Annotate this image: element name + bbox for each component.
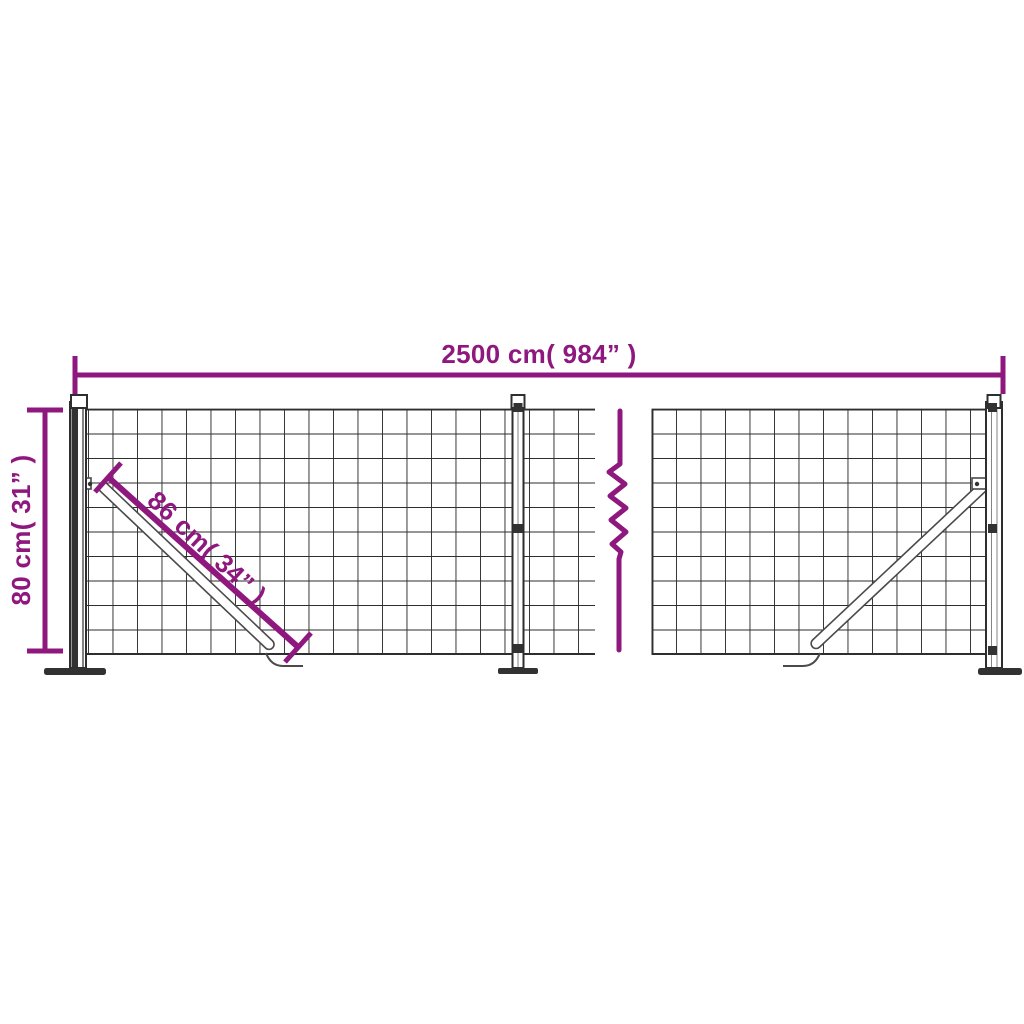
post-left-shade <box>71 403 78 667</box>
post-middle-flange-foot <box>498 668 538 674</box>
post-right-clip-mid <box>988 524 997 533</box>
strut-bracket-right <box>971 477 988 490</box>
mesh-grid-right <box>651 409 1002 654</box>
post-middle-clip-mid <box>513 524 523 533</box>
mesh-panel-right <box>651 408 1002 655</box>
strut-bolt-left <box>87 481 93 487</box>
strut-bolt-right <box>974 481 980 487</box>
post-middle <box>498 394 538 674</box>
dimension-brace-cap-bottom <box>283 631 313 664</box>
post-right-clip-bottom <box>988 646 997 655</box>
mesh-panel-left <box>72 408 595 655</box>
mesh-grid-left <box>72 409 595 654</box>
dimension-brace-line <box>105 474 301 650</box>
dimension-width: 2500 cm( 984” ) <box>72 339 1006 394</box>
dimension-height: 80 cm( 31” ) <box>6 407 63 654</box>
strut-foot-left <box>265 652 303 667</box>
strut-foot-right <box>783 652 821 667</box>
post-middle-clip-bottom <box>513 644 523 653</box>
post-left-flange-foot <box>44 668 106 675</box>
post-right-flange-foot <box>978 668 1022 675</box>
dimension-brace-cap-top <box>93 461 123 494</box>
dimension-width-label: 2500 cm( 984” ) <box>441 339 636 369</box>
post-right <box>978 394 1022 675</box>
post-right-body <box>985 401 1003 669</box>
post-left <box>44 394 106 675</box>
panel-break-line <box>606 408 629 653</box>
post-right-clip-top <box>988 403 997 412</box>
dimension-height-label: 80 cm( 31” ) <box>6 454 36 605</box>
post-left-cap <box>70 394 88 409</box>
post-middle-clip-top <box>513 403 523 412</box>
